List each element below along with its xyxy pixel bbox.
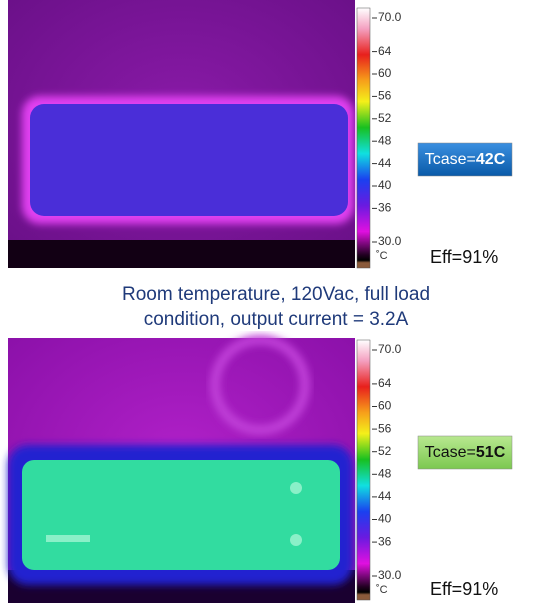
scale-tick-label: 52 bbox=[378, 111, 392, 125]
scale-tick-label: 70.0 bbox=[378, 342, 402, 356]
tcase-prefix: Tcase= bbox=[425, 444, 476, 461]
scale-tick-label: 52 bbox=[378, 444, 392, 458]
scale-tick-label: 36 bbox=[378, 534, 392, 548]
scale-tick-label: 64 bbox=[378, 376, 392, 390]
scale-tick-label: 40 bbox=[378, 178, 392, 192]
scale-tick-label: 44 bbox=[378, 156, 392, 170]
scale-tick-label: 70.0 bbox=[378, 10, 402, 24]
scale-tick-label: 30.0 bbox=[378, 568, 402, 582]
scale-tick-label: 48 bbox=[378, 466, 392, 480]
color-bar bbox=[357, 340, 370, 600]
scale-tick-label: 64 bbox=[378, 44, 392, 58]
tcase-label: Tcase=51C bbox=[425, 444, 506, 461]
scale-tick-label: 36 bbox=[378, 201, 392, 215]
page: Room temperature, 120Vac, full load cond… bbox=[0, 0, 553, 603]
thermal-image bbox=[8, 338, 355, 603]
scale-tick-label: 60 bbox=[378, 66, 392, 80]
caption: Room temperature, 120Vac, full load bbox=[122, 284, 430, 305]
scale-tick-label: 44 bbox=[378, 489, 392, 503]
scale-tick-label: 60 bbox=[378, 399, 392, 413]
tcase-value: 51C bbox=[476, 444, 506, 461]
color-bar bbox=[357, 8, 370, 268]
efficiency: Eff=91% bbox=[430, 247, 498, 267]
tcase-prefix: Tcase= bbox=[425, 151, 476, 168]
scale-tick-label: 40 bbox=[378, 512, 392, 526]
tcase-value: 42C bbox=[476, 151, 506, 168]
scale-tick-label: 30.0 bbox=[378, 234, 402, 248]
scale-tick-label: 48 bbox=[378, 133, 392, 147]
scale-unit: ˚C bbox=[376, 250, 388, 262]
scale-unit: ˚C bbox=[376, 584, 388, 596]
tcase-label: Tcase=42C bbox=[425, 151, 506, 168]
caption: condition, output current = 3.2A bbox=[144, 309, 409, 330]
scale-tick-label: 56 bbox=[378, 89, 392, 103]
efficiency: Eff=91% bbox=[430, 579, 498, 599]
thermal-image bbox=[8, 0, 355, 268]
scale-tick-label: 56 bbox=[378, 421, 392, 435]
